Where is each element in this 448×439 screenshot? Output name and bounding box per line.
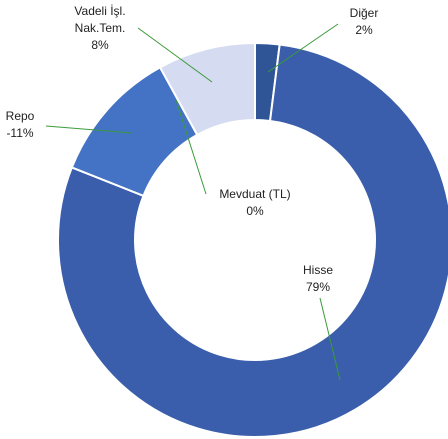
value-label: -11% bbox=[6, 126, 34, 140]
category-label: Vadeli İşl. Nak.Tem. bbox=[74, 4, 126, 35]
category-label: Mevduat (TL) bbox=[219, 187, 291, 201]
value-label: 79% bbox=[305, 280, 331, 294]
data-label: Hisse 79% bbox=[288, 262, 348, 296]
category-label: Hisse bbox=[302, 263, 333, 277]
value-label: 2% bbox=[355, 23, 373, 37]
leader-line bbox=[319, 297, 341, 381]
leader-line bbox=[267, 23, 339, 73]
category-label: Repo bbox=[5, 109, 35, 123]
data-label: Repo -11% bbox=[0, 108, 45, 142]
leader-line bbox=[45, 125, 133, 134]
slice bbox=[57, 43, 448, 438]
data-label: Diğer 2% bbox=[334, 5, 394, 39]
value-label: 0% bbox=[246, 204, 264, 218]
data-label: Mevduat (TL) 0% bbox=[200, 186, 310, 220]
category-label: Diğer bbox=[349, 6, 379, 20]
data-label: Vadeli İşl. Nak.Tem. 8% bbox=[64, 3, 136, 54]
slice bbox=[158, 41, 256, 137]
value-label: 8% bbox=[91, 38, 109, 52]
leader-line bbox=[137, 27, 213, 83]
leader-line bbox=[175, 99, 207, 195]
